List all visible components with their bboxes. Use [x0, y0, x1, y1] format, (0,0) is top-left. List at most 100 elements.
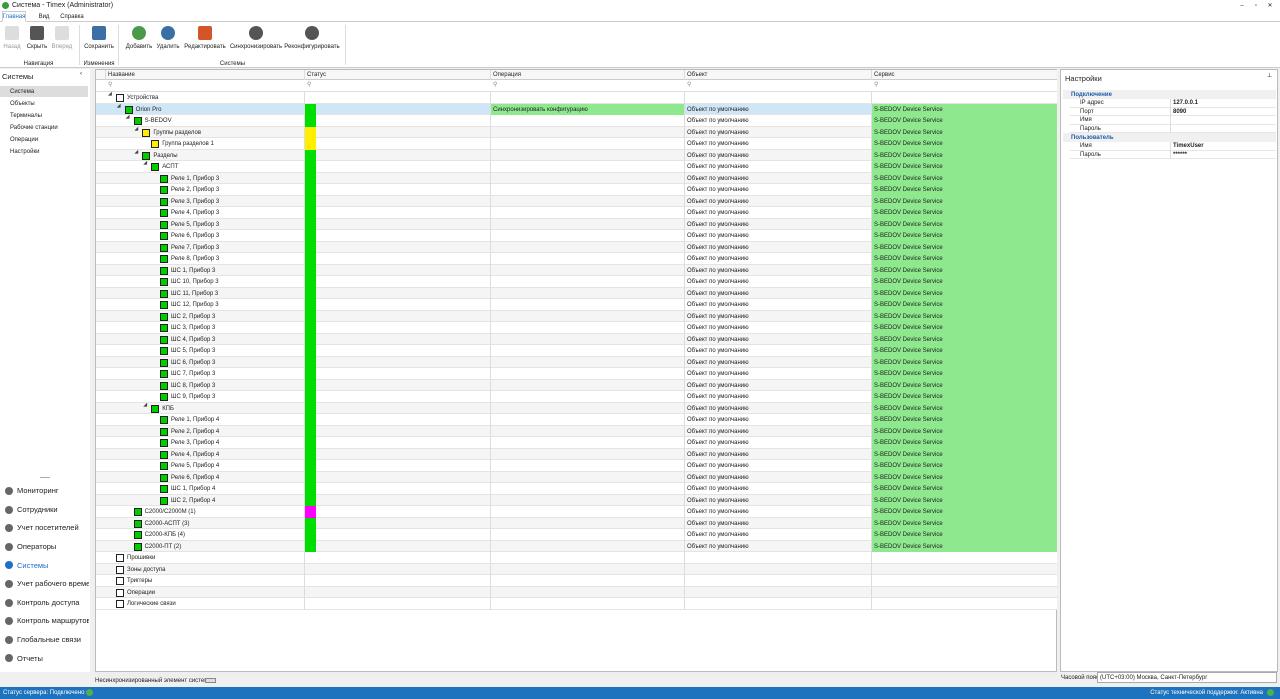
node-name[interactable]: КПБ	[162, 405, 174, 412]
grid-row[interactable]	[96, 483, 1057, 495]
field-value[interactable]: 8090	[1173, 108, 1187, 115]
node-name[interactable]: Реле 1, Прибор 3	[171, 175, 220, 182]
node-name[interactable]: ШС 6, Прибор 3	[171, 359, 216, 366]
nav-item[interactable]: Сотрудники	[17, 504, 58, 514]
field-value[interactable]: ******	[1173, 151, 1188, 158]
nav-item[interactable]: Глобальные связи	[17, 635, 81, 645]
node-name[interactable]: Реле 6, Прибор 4	[171, 474, 220, 481]
nav-item[interactable]: Отчеты	[17, 653, 43, 663]
grid-row[interactable]	[96, 92, 1057, 104]
grid-row[interactable]	[96, 494, 1057, 507]
ribbon-button-label[interactable]: Удалить	[156, 43, 180, 50]
node-name[interactable]: АСПТ	[162, 164, 179, 170]
node-name[interactable]: Реле 2, Прибор 4	[171, 428, 220, 435]
grid-row[interactable]	[96, 575, 1057, 587]
expand-arrow[interactable]: ◢	[125, 114, 130, 121]
ribbon-button-label[interactable]: Вперед	[51, 43, 73, 50]
node-name[interactable]: ШС 4, Прибор 3	[171, 336, 216, 343]
node-name[interactable]: ШС 12, Прибор 3	[171, 302, 219, 308]
node-name[interactable]: Реле 3, Прибор 4	[171, 440, 220, 446]
node-name[interactable]: Orion Pro	[135, 106, 162, 113]
node-name[interactable]: ШС 1, Прибор 3	[171, 267, 216, 274]
nav-item[interactable]: Системы	[17, 560, 49, 570]
node-name[interactable]: С2000/С2000М (1)	[144, 509, 196, 515]
expand-arrow[interactable]: ◢	[108, 91, 112, 98]
node-name[interactable]: ШС 11, Прибор 3	[171, 290, 219, 297]
node-name[interactable]: Прошивки	[127, 555, 156, 561]
ribbon-button-label[interactable]: Синхронизировать	[229, 43, 283, 50]
expand-arrow[interactable]: ◢	[143, 401, 148, 408]
node-name[interactable]: ШС 1, Прибор 4	[171, 486, 216, 492]
nav-item[interactable]: Учет посетителей	[17, 523, 79, 533]
node-name[interactable]: Реле 3, Прибор 3	[171, 198, 220, 205]
grid-row[interactable]	[96, 540, 1057, 553]
ribbon-icon[interactable]	[92, 26, 106, 40]
sidebar-collapse[interactable]: ‹	[80, 71, 82, 77]
node-name[interactable]: Реле 7, Прибор 3	[171, 244, 220, 251]
grid-row[interactable]	[96, 161, 1057, 173]
nav-item[interactable]: Мониторинг	[17, 486, 59, 496]
grid-row[interactable]	[96, 402, 1057, 415]
grid-row[interactable]	[96, 207, 1057, 219]
nav-item[interactable]: Учет рабочего време	[17, 579, 89, 589]
grid-row[interactable]	[96, 115, 1057, 127]
grid-row[interactable]	[96, 184, 1057, 196]
menu-tab[interactable]: Справка	[60, 13, 84, 20]
node-name[interactable]: С2000-КПБ (4)	[144, 532, 186, 538]
ribbon-icon[interactable]	[132, 26, 146, 40]
sidebar-item[interactable]: Система	[0, 86, 88, 97]
grid-row[interactable]	[96, 299, 1057, 311]
node-name[interactable]: Реле 4, Прибор 4	[171, 451, 220, 458]
ribbon-icon[interactable]	[5, 26, 19, 40]
node-name[interactable]: Реле 8, Прибор 3	[171, 256, 220, 262]
node-name[interactable]: Реле 5, Прибор 3	[171, 221, 220, 228]
sidebar-item[interactable]: Терминалы	[10, 112, 42, 119]
node-name[interactable]: ШС 9, Прибор 3	[171, 394, 216, 400]
grid-row[interactable]	[96, 517, 1057, 530]
ribbon-button-label[interactable]: Редактировать	[184, 43, 226, 50]
grid-row[interactable]	[96, 414, 1057, 426]
node-name[interactable]: Триггеры	[127, 578, 153, 584]
sidebar-item[interactable]: Настройки	[10, 148, 40, 155]
nav-item[interactable]: Контроль доступа	[17, 597, 80, 607]
grid-row[interactable]	[96, 586, 1057, 599]
grid-row[interactable]	[96, 368, 1057, 380]
ribbon-icon[interactable]	[55, 26, 69, 40]
grid-row[interactable]	[96, 379, 1057, 392]
grid-row[interactable]	[96, 506, 1057, 518]
sidebar-item[interactable]: Объекты	[10, 100, 35, 107]
window-button[interactable]: –	[1240, 2, 1244, 9]
node-name[interactable]: ШС 2, Прибор 4	[171, 497, 216, 504]
grid-row[interactable]	[96, 598, 1057, 610]
column-header[interactable]: Операция	[490, 70, 684, 80]
pin-icon[interactable]: ⊥	[1267, 73, 1273, 79]
ribbon-button-label[interactable]: Назад	[3, 43, 21, 50]
grid-row[interactable]	[96, 138, 1057, 150]
node-name[interactable]: Реле 4, Прибор 3	[171, 210, 220, 216]
node-name[interactable]: Устройства	[127, 95, 159, 101]
ribbon-button-label[interactable]: Реконфигурировать	[284, 43, 340, 50]
grid-row[interactable]	[96, 563, 1057, 576]
sidebar-item[interactable]: Рабочие станции	[10, 124, 58, 131]
ribbon-icon[interactable]	[161, 26, 175, 40]
node-name[interactable]: С2000-АСПТ (3)	[144, 520, 190, 527]
grid-row[interactable]	[96, 241, 1057, 254]
grid-row[interactable]	[96, 310, 1057, 323]
ribbon-icon[interactable]	[305, 26, 319, 40]
node-name[interactable]: Реле 1, Прибор 4	[171, 417, 220, 423]
expand-arrow[interactable]: ◢	[143, 160, 148, 167]
ribbon-button-label[interactable]: Скрыть	[26, 43, 48, 50]
grid-row[interactable]	[96, 126, 1057, 139]
grid-row[interactable]	[96, 230, 1057, 242]
grid-row[interactable]	[96, 471, 1057, 484]
node-name[interactable]: С2000-ПТ (2)	[144, 543, 182, 550]
field-value[interactable]: 127.0.0.1	[1173, 100, 1199, 107]
node-name[interactable]: Разделы	[153, 152, 178, 159]
node-name[interactable]: ШС 7, Прибор 3	[171, 371, 216, 377]
node-name[interactable]: Реле 5, Прибор 4	[171, 463, 220, 469]
node-name[interactable]: Логические связи	[127, 601, 176, 607]
node-name[interactable]: Реле 2, Прибор 3	[171, 187, 220, 193]
grid-row[interactable]	[96, 529, 1057, 541]
grid-row[interactable]	[96, 253, 1057, 265]
node-name[interactable]: Группы разделов	[153, 129, 202, 136]
